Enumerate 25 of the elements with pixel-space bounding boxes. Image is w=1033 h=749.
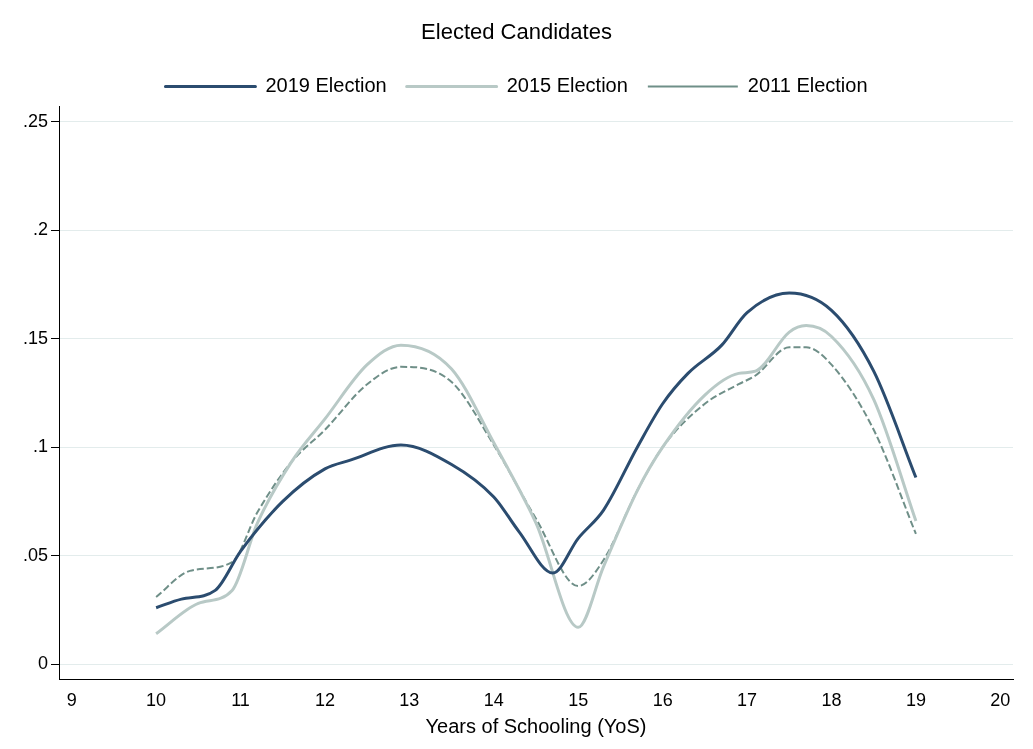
- y-tick-label: .1: [33, 436, 49, 457]
- legend-label: 2011 Election: [747, 73, 868, 96]
- x-tick-label: 11: [231, 690, 250, 711]
- y-tick-label: .05: [22, 544, 49, 565]
- x-tick-label: 9: [66, 690, 77, 711]
- x-tick-label: 17: [737, 690, 758, 711]
- y-tick-label: .2: [33, 219, 49, 240]
- legend-label: 2019 Election: [265, 73, 387, 96]
- x-tick-label: 13: [399, 690, 420, 711]
- legend-label: 2015 Election: [506, 73, 628, 96]
- x-tick-label: 12: [314, 690, 335, 711]
- y-tick-label: .15: [22, 327, 49, 348]
- x-axis-title: Years of Schooling (YoS): [425, 714, 647, 737]
- x-tick-label: 14: [483, 690, 504, 711]
- y-tick-label: .25: [22, 110, 49, 131]
- chart-title: Elected Candidates: [421, 19, 612, 45]
- x-tick-label: 16: [652, 690, 673, 711]
- y-tick-label: 0: [38, 653, 49, 674]
- x-tick-label: 10: [146, 690, 167, 711]
- line-series: [154, 324, 918, 636]
- x-tick-label: 18: [821, 690, 842, 711]
- line-series: [154, 291, 918, 610]
- x-tick-label: 19: [905, 690, 926, 711]
- x-tick-label: 15: [568, 690, 589, 711]
- x-tick-label: 20: [990, 690, 1011, 711]
